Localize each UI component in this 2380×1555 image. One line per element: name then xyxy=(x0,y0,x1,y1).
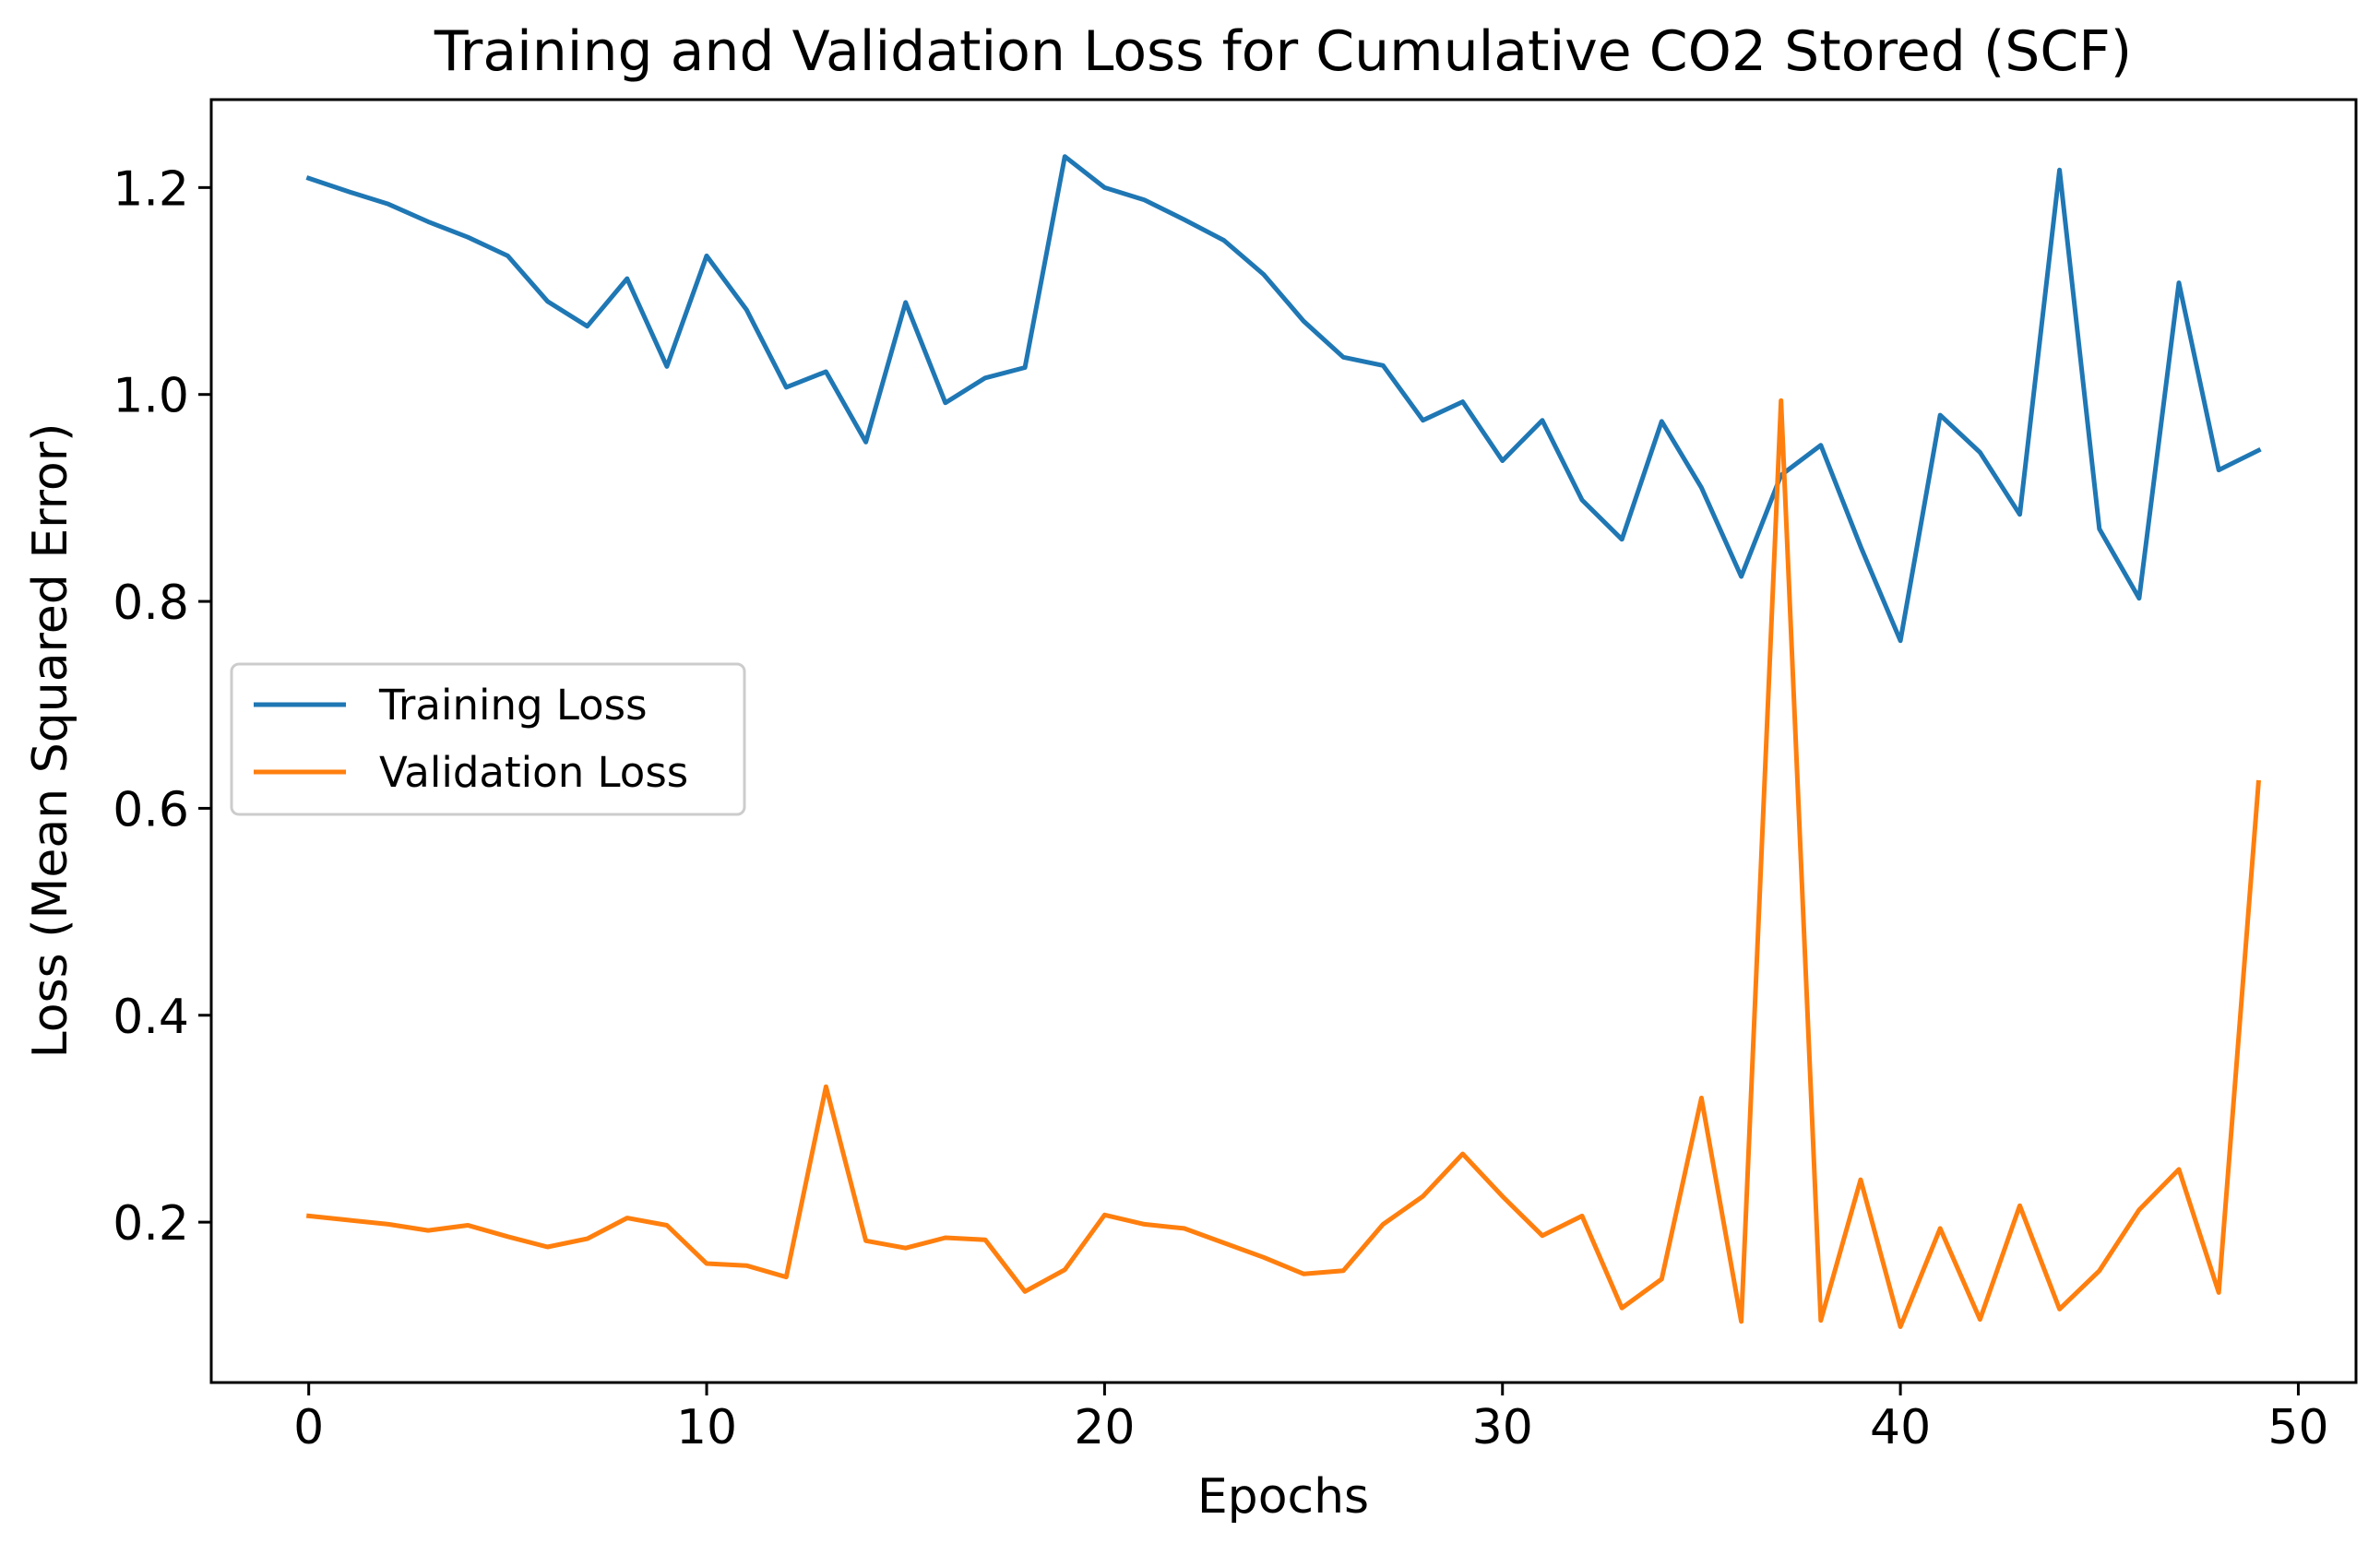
y-axis-label: Loss (Mean Squared Error) xyxy=(23,423,78,1059)
series-line-validation-loss xyxy=(305,398,2261,1329)
chart-title: Training and Validation Loss for Cumulat… xyxy=(434,19,2132,84)
x-tick-label: 30 xyxy=(1472,1400,1533,1455)
y-tick-label: 0.2 xyxy=(113,1196,189,1252)
x-tick-label: 20 xyxy=(1074,1400,1135,1455)
x-axis: 0 10 20 30 40 50 xyxy=(293,1383,2329,1455)
series-line-training-loss xyxy=(305,154,2262,644)
y-tick-label: 1.0 xyxy=(113,369,189,424)
legend: Training Loss Validation Loss xyxy=(230,662,746,816)
x-tick-label: 40 xyxy=(1870,1400,1931,1455)
legend-label-training-loss: Training Loss xyxy=(378,681,648,730)
y-tick-label: 0.6 xyxy=(113,782,189,837)
legend-label-validation-loss: Validation Loss xyxy=(379,748,688,797)
x-axis-label: Epochs xyxy=(1197,1469,1369,1525)
legend-box xyxy=(230,662,746,816)
series-group xyxy=(305,154,2262,1329)
y-tick-label: 1.2 xyxy=(113,161,189,217)
y-tick-label: 0.8 xyxy=(113,576,189,631)
x-tick-label: 50 xyxy=(2267,1400,2328,1455)
x-tick-label: 0 xyxy=(293,1400,324,1455)
y-axis: 0.2 0.4 0.6 0.8 1.0 1.2 xyxy=(113,161,211,1252)
x-tick-label: 10 xyxy=(676,1400,737,1455)
y-tick-label: 0.4 xyxy=(113,990,189,1045)
plot-area xyxy=(209,98,2358,1384)
